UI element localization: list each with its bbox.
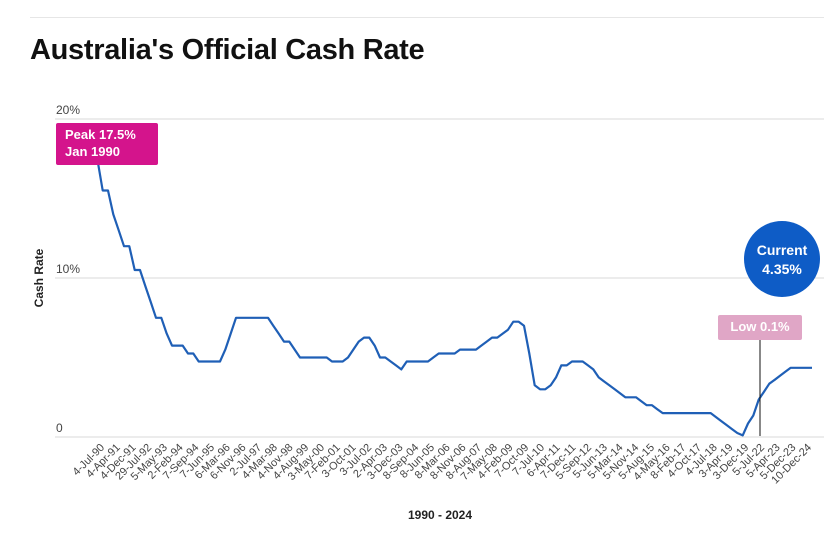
annotation-peak-box (56, 123, 158, 165)
annotation-peak-line1: Peak 17.5% (65, 127, 136, 142)
y-tick-labels: 0 10% 20% (56, 103, 80, 435)
annotation-low-box (718, 315, 802, 340)
annotation-peak-line2: Jan 1990 (65, 144, 120, 159)
chart-title: Australia's Official Cash Rate (30, 34, 425, 66)
annotation-low-label: Low 0.1% (730, 319, 790, 334)
annotation-peak: Peak 17.5% Jan 1990 (56, 123, 158, 165)
gridlines (55, 118, 824, 438)
top-divider (30, 17, 824, 18)
x-tick-labels: 4-Jul-904-Apr-914-Dec-9129-Jul-925-May-9… (71, 442, 815, 487)
y-tick-label: 10% (56, 262, 80, 276)
x-axis-label: 1990 - 2024 (408, 508, 472, 522)
y-tick-label: 20% (56, 103, 80, 117)
y-axis-label: Cash Rate (32, 248, 46, 307)
annotation-current: Current 4.35% (744, 221, 820, 297)
y-tick-label: 0 (56, 421, 63, 435)
annotation-current-circle (744, 221, 820, 297)
annotation-current-line2: 4.35% (762, 261, 802, 277)
annotation-current-line1: Current (757, 242, 808, 258)
series-line-cash-rate (92, 157, 812, 437)
annotation-low: Low 0.1% (718, 315, 802, 436)
